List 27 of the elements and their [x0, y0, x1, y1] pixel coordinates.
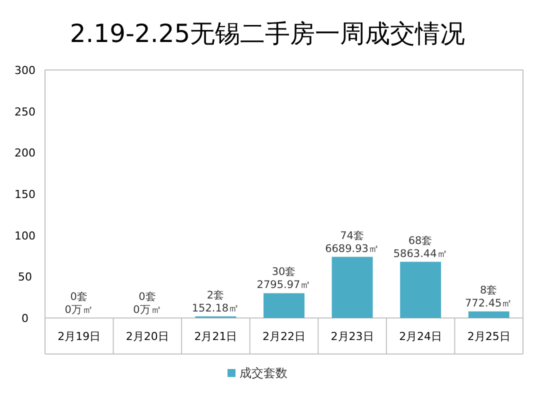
x-tick-label: 2月25日: [467, 330, 510, 343]
x-tick-label: 2月22日: [262, 330, 306, 343]
x-tick-label: 2月19日: [58, 330, 101, 343]
bar: [332, 256, 373, 318]
data-label: 74套 6689.93㎡: [325, 230, 380, 255]
bar: [468, 311, 510, 318]
y-tick-label: 250: [14, 105, 36, 118]
y-tick-label: 150: [14, 188, 36, 201]
data-label: 0套 0万㎡: [133, 291, 162, 316]
data-label: 68套 5863.44㎡: [393, 234, 448, 260]
y-tick-label: 200: [14, 146, 36, 160]
bar: [264, 293, 304, 318]
y-tick-label: 0: [22, 312, 28, 325]
x-tick-label: 2月21日: [194, 330, 238, 343]
y-tick-label: 100: [14, 229, 36, 242]
bar: [400, 262, 442, 318]
data-label: 2套 152.18㎡: [192, 289, 240, 314]
data-label: 8套 772.45㎡: [464, 284, 513, 310]
chart-title: 2.19-2.25无锡二手房一周成交情况: [70, 19, 466, 48]
legend-label: 成交套数: [240, 366, 288, 380]
data-label: 30套 2795.97㎡: [256, 266, 312, 292]
y-tick-label: 300: [14, 64, 36, 77]
x-tick-label: 2月24日: [399, 330, 442, 343]
y-tick-label: 50: [18, 270, 32, 284]
data-label: 0套 0万㎡: [64, 291, 94, 316]
x-tick-label: 2月20日: [126, 330, 169, 343]
x-tick-label: 2月23日: [330, 330, 374, 343]
